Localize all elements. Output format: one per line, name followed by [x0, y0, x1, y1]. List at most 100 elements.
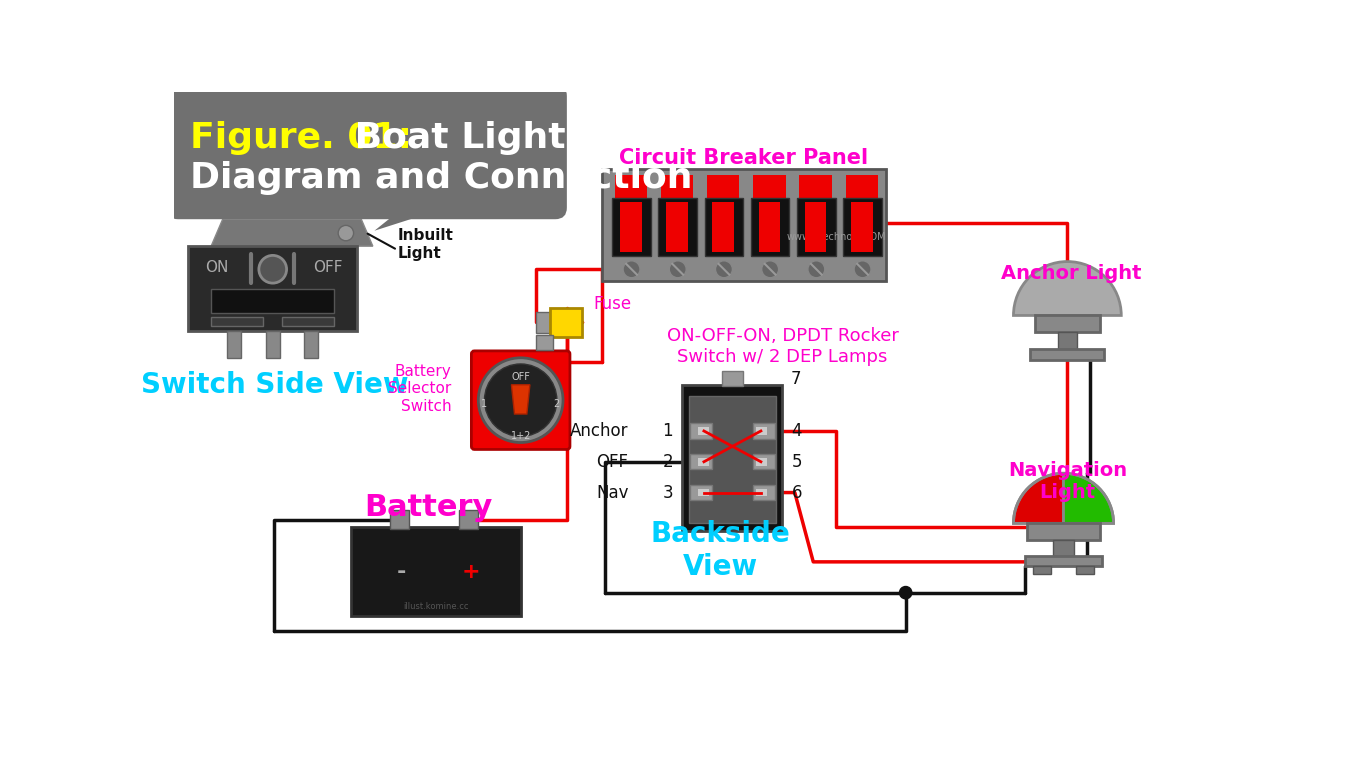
Circle shape [899, 587, 912, 599]
Bar [661, 174, 693, 197]
Bar [698, 488, 709, 496]
Bar [1027, 523, 1101, 541]
Wedge shape [1014, 262, 1121, 316]
Bar [851, 201, 873, 252]
Bar [658, 198, 697, 257]
Text: -: - [396, 562, 406, 582]
Bar [1076, 567, 1094, 574]
Bar [212, 317, 264, 326]
Bar [690, 485, 712, 500]
Text: 7: 7 [790, 369, 800, 388]
Bar [753, 423, 775, 439]
FancyBboxPatch shape [167, 84, 567, 219]
Circle shape [716, 261, 732, 278]
Text: 2: 2 [553, 399, 560, 409]
Bar [713, 201, 734, 252]
Bar [227, 331, 242, 358]
Circle shape [669, 261, 686, 278]
Bar [688, 396, 776, 523]
Bar [846, 174, 878, 197]
Bar [755, 458, 768, 465]
Text: Inbuilt
Light: Inbuilt Light [398, 228, 454, 261]
Text: 5: 5 [792, 453, 802, 471]
Text: Diagram and Connection: Diagram and Connection [190, 161, 693, 195]
Text: ON-OFF-ON, DPDT Rocker
Switch w/ 2 DEP Lamps: ON-OFF-ON, DPDT Rocker Switch w/ 2 DEP L… [667, 327, 899, 366]
Text: Anchor: Anchor [570, 422, 628, 440]
Circle shape [623, 261, 641, 278]
Text: OFF: OFF [313, 260, 343, 275]
Text: Figure. 01:: Figure. 01: [190, 121, 411, 155]
Bar [459, 510, 478, 528]
Wedge shape [1014, 473, 1064, 523]
Bar [212, 289, 335, 313]
Bar [535, 312, 553, 333]
Bar [753, 454, 775, 469]
Bar [305, 331, 318, 358]
Text: 6: 6 [792, 484, 802, 502]
Bar [690, 423, 712, 439]
Text: Boat Light Wiring: Boat Light Wiring [342, 121, 713, 155]
Text: +: + [462, 562, 479, 582]
Text: 3: 3 [663, 484, 673, 502]
Text: 1: 1 [481, 399, 488, 409]
Bar [721, 371, 743, 386]
Bar [189, 247, 358, 331]
Bar [667, 201, 687, 252]
Bar [1024, 556, 1102, 567]
Bar [698, 427, 709, 435]
Bar [620, 201, 642, 252]
Bar [266, 331, 280, 358]
Bar [535, 335, 553, 350]
Bar [799, 174, 832, 197]
Bar [1035, 316, 1100, 333]
Text: Anchor Light: Anchor Light [1001, 263, 1142, 283]
Text: 4: 4 [792, 422, 802, 440]
Text: Nav: Nav [596, 484, 628, 502]
Bar [281, 317, 335, 326]
Bar [755, 427, 768, 435]
Bar [751, 198, 790, 257]
Circle shape [762, 261, 779, 278]
Text: Fuse: Fuse [594, 295, 632, 313]
Text: Battery
Selector
Switch: Battery Selector Switch [388, 364, 451, 413]
Wedge shape [1064, 473, 1113, 523]
Bar [612, 198, 650, 257]
Bar [351, 527, 520, 616]
Text: Backside
View: Backside View [652, 520, 791, 581]
Bar [690, 454, 712, 469]
Bar [753, 174, 785, 197]
Text: 2: 2 [663, 453, 673, 471]
Bar [698, 458, 709, 465]
Bar [1030, 349, 1104, 360]
Circle shape [478, 358, 563, 442]
Text: Navigation
Light: Navigation Light [1008, 461, 1127, 502]
Bar [1033, 567, 1052, 574]
Text: 1: 1 [663, 422, 673, 440]
Text: www.ETechnoG.COM: www.ETechnoG.COM [787, 232, 887, 242]
Polygon shape [212, 219, 373, 247]
Bar [798, 198, 836, 257]
Text: Battery: Battery [365, 494, 493, 522]
Bar [1059, 333, 1076, 349]
Text: OFF: OFF [597, 453, 628, 471]
Polygon shape [374, 206, 451, 230]
Circle shape [485, 364, 557, 436]
Bar [708, 174, 739, 197]
Bar [758, 201, 780, 252]
Text: Switch Side View: Switch Side View [141, 371, 408, 399]
Bar [755, 488, 768, 496]
Text: illust.komine.cc: illust.komine.cc [403, 602, 469, 611]
Circle shape [339, 225, 354, 241]
Bar [805, 201, 826, 252]
Polygon shape [511, 385, 530, 414]
Bar [1053, 541, 1074, 556]
Bar [843, 198, 882, 257]
Circle shape [854, 261, 872, 278]
FancyBboxPatch shape [471, 351, 570, 449]
Bar [389, 510, 408, 528]
Bar [550, 308, 582, 337]
Text: Circuit Breaker Panel: Circuit Breaker Panel [619, 147, 869, 167]
Circle shape [260, 256, 287, 283]
Circle shape [807, 261, 825, 278]
Bar [705, 198, 743, 257]
